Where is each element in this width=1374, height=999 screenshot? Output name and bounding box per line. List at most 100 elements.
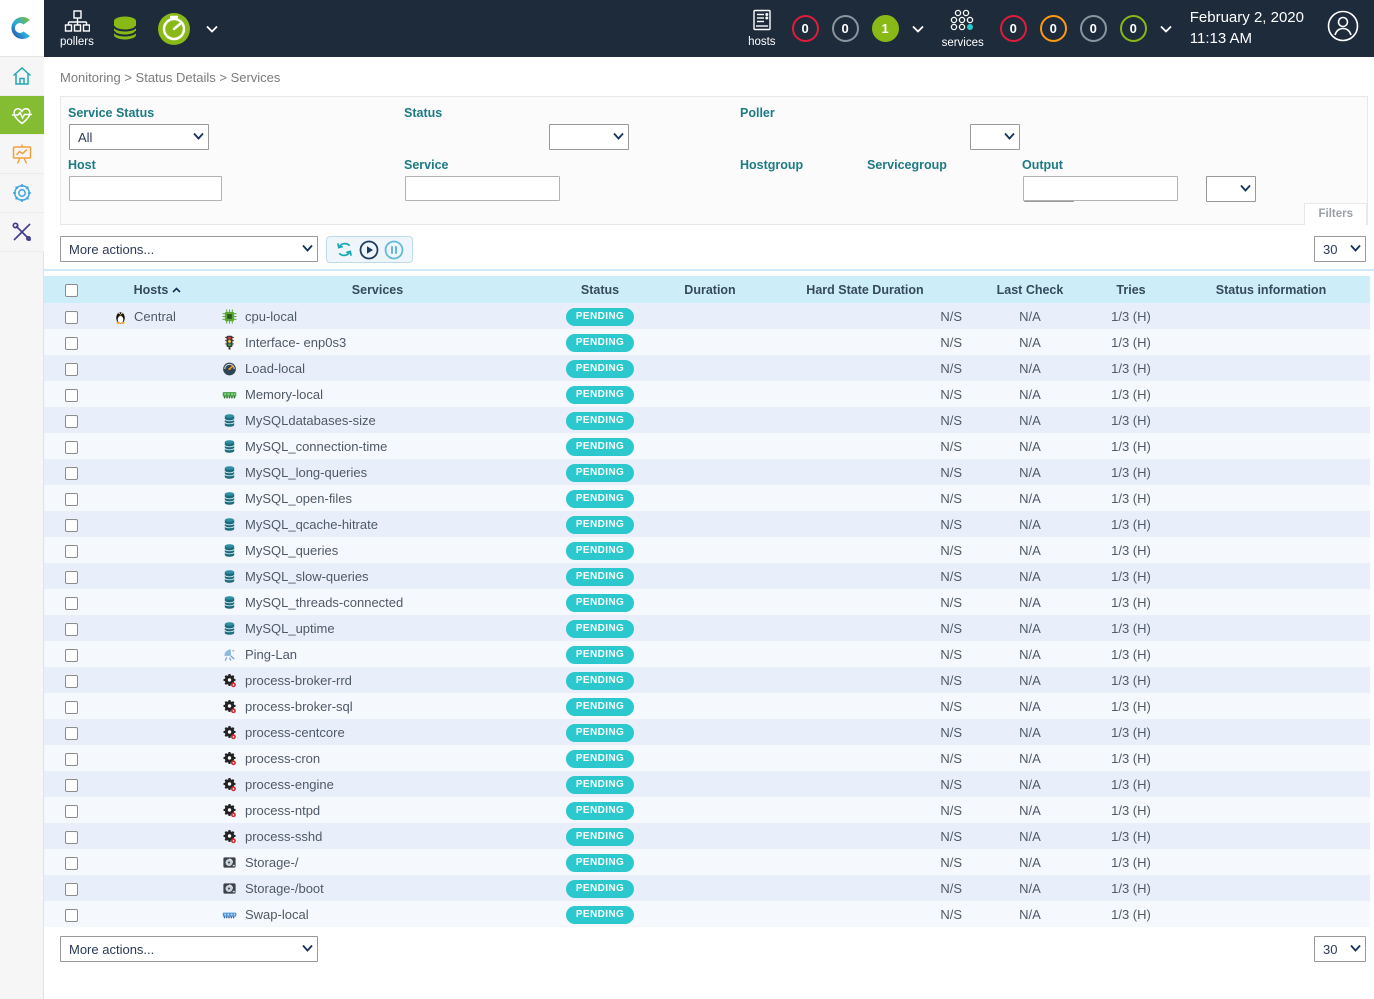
service-name[interactable]: MySQLdatabases-size bbox=[245, 412, 376, 428]
services-counter-warning[interactable]: 0 bbox=[1039, 15, 1067, 42]
user-avatar[interactable] bbox=[1326, 9, 1360, 48]
service-name[interactable]: MySQL_connection-time bbox=[245, 438, 388, 454]
row-checkbox[interactable] bbox=[65, 752, 78, 766]
host-name[interactable]: Central bbox=[134, 308, 176, 324]
row-checkbox[interactable] bbox=[65, 804, 78, 818]
hosts-counter-unknown[interactable]: 0 bbox=[831, 15, 859, 42]
service-name[interactable]: Storage-/ bbox=[245, 854, 299, 870]
row-checkbox[interactable] bbox=[65, 700, 78, 714]
status-select[interactable] bbox=[549, 124, 630, 150]
hosts-counter-critical[interactable]: 0 bbox=[791, 15, 819, 42]
service-name[interactable]: MySQL_uptime bbox=[245, 620, 335, 636]
pause-button[interactable] bbox=[384, 240, 404, 260]
servicegroup-select[interactable] bbox=[1205, 176, 1256, 202]
service-name[interactable]: process-sshd bbox=[245, 828, 323, 844]
sidebar-item-monitoring[interactable] bbox=[0, 96, 44, 135]
hosts-chevron-down-icon[interactable] bbox=[911, 20, 924, 38]
service-name[interactable]: Ping-Lan bbox=[245, 646, 298, 662]
page-size-select-top[interactable]: 30 bbox=[1314, 236, 1366, 262]
column-header-status[interactable]: Status bbox=[580, 282, 620, 297]
row-checkbox[interactable] bbox=[65, 622, 78, 636]
breadcrumb-item[interactable]: Services bbox=[230, 70, 281, 85]
services-menu[interactable]: services bbox=[942, 9, 984, 49]
filters-toggle-button[interactable]: Filters bbox=[1304, 203, 1367, 225]
row-checkbox[interactable] bbox=[65, 336, 78, 350]
tries-value: 1/3 (H) bbox=[1111, 854, 1151, 870]
service-name[interactable]: MySQL_queries bbox=[245, 542, 339, 558]
column-header-tries[interactable]: Tries bbox=[1116, 282, 1146, 297]
hosts-menu[interactable]: hosts bbox=[748, 9, 776, 48]
row-checkbox[interactable] bbox=[65, 596, 78, 610]
service-name[interactable]: process-ntpd bbox=[245, 802, 321, 818]
row-checkbox[interactable] bbox=[65, 362, 78, 376]
column-header-status-information[interactable]: Status information bbox=[1215, 282, 1327, 297]
service-name[interactable]: process-centcore bbox=[245, 724, 345, 740]
column-header-hard-state-duration[interactable]: Hard State Duration bbox=[806, 282, 924, 297]
row-checkbox[interactable] bbox=[65, 726, 78, 740]
column-header-last-check[interactable]: Last Check bbox=[996, 282, 1064, 297]
service-name[interactable]: MySQL_open-files bbox=[245, 490, 352, 506]
service-name[interactable]: MySQL_threads-connected bbox=[245, 594, 404, 610]
service-name[interactable]: MySQL_qcache-hitrate bbox=[245, 516, 378, 532]
service-name[interactable]: MySQL_slow-queries bbox=[245, 568, 369, 584]
service-name[interactable]: process-broker-sql bbox=[245, 698, 353, 714]
service-status-select[interactable]: All bbox=[69, 124, 209, 150]
row-checkbox[interactable] bbox=[65, 310, 78, 324]
row-checkbox[interactable] bbox=[65, 492, 78, 506]
centreon-logo[interactable] bbox=[0, 0, 44, 57]
row-checkbox[interactable] bbox=[65, 882, 78, 896]
play-button[interactable] bbox=[359, 240, 379, 260]
service-input[interactable] bbox=[405, 176, 560, 201]
row-checkbox[interactable] bbox=[65, 830, 78, 844]
services-counter-unknown[interactable]: 0 bbox=[1079, 15, 1107, 42]
services-chevron-down-icon[interactable] bbox=[1160, 20, 1172, 38]
refresh-button[interactable] bbox=[335, 240, 354, 259]
row-checkbox[interactable] bbox=[65, 778, 78, 792]
services-counter-ok[interactable]: 0 bbox=[1119, 15, 1147, 42]
sidebar-item-administration[interactable] bbox=[0, 213, 44, 252]
row-checkbox[interactable] bbox=[65, 440, 78, 454]
service-name[interactable]: Memory-local bbox=[245, 386, 324, 402]
row-checkbox[interactable] bbox=[65, 648, 78, 662]
row-checkbox[interactable] bbox=[65, 908, 78, 922]
output-input[interactable] bbox=[1023, 176, 1178, 201]
service-name[interactable]: process-engine bbox=[245, 776, 334, 792]
service-name[interactable]: MySQL_long-queries bbox=[245, 464, 368, 480]
host-input[interactable] bbox=[69, 176, 222, 201]
service-name[interactable]: Storage-/boot bbox=[245, 880, 324, 896]
column-header-duration[interactable]: Duration bbox=[684, 282, 736, 297]
breadcrumb-item[interactable]: Monitoring bbox=[60, 70, 121, 85]
row-checkbox[interactable] bbox=[65, 414, 78, 428]
row-checkbox[interactable] bbox=[65, 466, 78, 480]
pollers-chevron-down-icon[interactable] bbox=[206, 20, 218, 38]
sidebar-item-reporting[interactable] bbox=[0, 135, 44, 174]
service-name[interactable]: process-cron bbox=[245, 750, 321, 766]
sidebar-item-configuration[interactable] bbox=[0, 174, 44, 213]
services-counter-critical[interactable]: 0 bbox=[999, 15, 1027, 42]
breadcrumb-item[interactable]: Status Details bbox=[135, 70, 216, 85]
row-checkbox[interactable] bbox=[65, 518, 78, 532]
more-actions-select-bottom[interactable]: More actions... bbox=[60, 936, 318, 962]
last-check-value: N/A bbox=[1019, 854, 1041, 870]
row-checkbox[interactable] bbox=[65, 856, 78, 870]
row-checkbox[interactable] bbox=[65, 388, 78, 402]
sidebar-item-home[interactable] bbox=[0, 57, 44, 96]
column-header-hosts[interactable]: Hosts bbox=[100, 283, 215, 297]
page-size-select-bottom[interactable]: 30 bbox=[1314, 936, 1366, 962]
select-all-checkbox[interactable] bbox=[65, 283, 78, 297]
service-name[interactable]: process-broker-rrd bbox=[245, 672, 352, 688]
column-header-services[interactable]: Services bbox=[351, 282, 404, 297]
more-actions-select-top[interactable]: More actions... bbox=[60, 236, 318, 262]
service-name[interactable]: cpu-local bbox=[245, 308, 298, 324]
poller-latency-status[interactable] bbox=[156, 11, 192, 47]
row-checkbox[interactable] bbox=[65, 544, 78, 558]
row-checkbox[interactable] bbox=[65, 674, 78, 688]
pollers-menu[interactable]: pollers bbox=[60, 9, 94, 48]
hosts-counter-ok-filled[interactable]: 1 bbox=[871, 15, 899, 42]
poller-database-status[interactable] bbox=[108, 12, 142, 46]
poller-select[interactable] bbox=[969, 124, 1020, 150]
service-name[interactable]: Interface- enp0s3 bbox=[245, 334, 347, 350]
row-checkbox[interactable] bbox=[65, 570, 78, 584]
service-name[interactable]: Load-local bbox=[245, 360, 305, 376]
service-name[interactable]: Swap-local bbox=[245, 906, 309, 922]
